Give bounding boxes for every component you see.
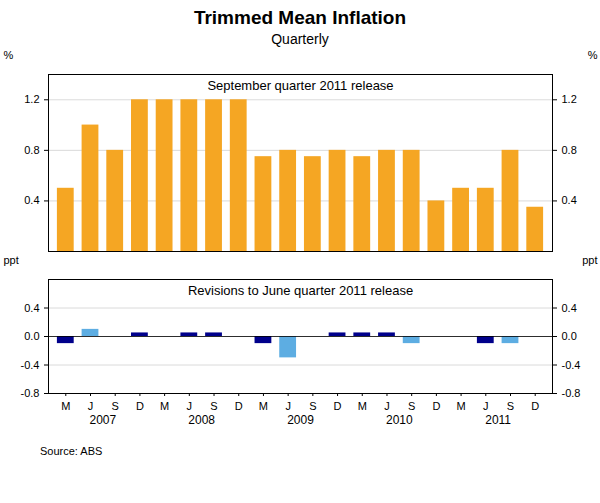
- svg-text:D: D: [235, 400, 243, 412]
- svg-text:D: D: [432, 400, 440, 412]
- svg-text:0.4: 0.4: [24, 194, 39, 206]
- svg-text:M: M: [160, 400, 169, 412]
- svg-text:0.0: 0.0: [24, 330, 39, 342]
- svg-text:ppt: ppt: [582, 254, 597, 266]
- svg-text:J: J: [285, 400, 291, 412]
- html-text:Trimmed Mean Inflation: Trimmed Mean Inflation: [193, 7, 407, 28]
- svg-text:D: D: [334, 400, 342, 412]
- svg-text:S: S: [507, 400, 514, 412]
- svg-text:M: M: [457, 400, 466, 412]
- svg-text:M: M: [259, 400, 268, 412]
- svg-text:J: J: [88, 400, 94, 412]
- svg-text:%: %: [4, 49, 14, 61]
- svg-text:0.4: 0.4: [24, 302, 39, 314]
- svg-text:2007: 2007: [90, 413, 117, 427]
- svg-text:0.4: 0.4: [562, 194, 577, 206]
- svg-text:-0.4: -0.4: [562, 359, 581, 371]
- svg-text:2009: 2009: [287, 413, 314, 427]
- svg-text:%: %: [588, 49, 598, 61]
- svg-text:-0.8: -0.8: [562, 387, 581, 399]
- html-text:Source: ABS: Source: ABS: [40, 445, 103, 457]
- svg-text:2010: 2010: [386, 413, 413, 427]
- svg-text:D: D: [136, 400, 144, 412]
- svg-text:1.2: 1.2: [24, 93, 39, 105]
- svg-text:J: J: [187, 400, 193, 412]
- svg-text:2011: 2011: [485, 413, 511, 427]
- svg-text:0.8: 0.8: [562, 144, 577, 156]
- svg-text:S: S: [112, 400, 119, 412]
- svg-text:M: M: [61, 400, 70, 412]
- svg-text:J: J: [384, 400, 390, 412]
- svg-text:0.0: 0.0: [562, 330, 577, 342]
- svg-text:S: S: [309, 400, 316, 412]
- svg-text:Revisions to June quarter 2011: Revisions to June quarter 2011 release: [188, 283, 413, 298]
- svg-text:0.8: 0.8: [24, 144, 39, 156]
- svg-text:ppt: ppt: [4, 254, 19, 266]
- svg-text:J: J: [483, 400, 489, 412]
- svg-text:M: M: [358, 400, 367, 412]
- svg-text:1.2: 1.2: [562, 93, 577, 105]
- svg-text:-0.8: -0.8: [21, 387, 40, 399]
- html-text:Quarterly: Quarterly: [271, 31, 329, 47]
- svg-text:September quarter 2011 release: September quarter 2011 release: [207, 78, 393, 93]
- svg-text:D: D: [531, 400, 539, 412]
- svg-text:2008: 2008: [188, 413, 215, 427]
- svg-text:S: S: [408, 400, 415, 412]
- svg-text:-0.4: -0.4: [21, 359, 40, 371]
- svg-text:S: S: [210, 400, 217, 412]
- svg-text:0.4: 0.4: [562, 302, 577, 314]
